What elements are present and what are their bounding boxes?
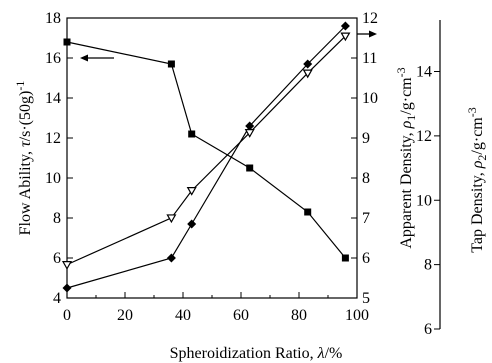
y-right2-tick-label: 10 — [416, 192, 432, 209]
y-left-tick-label: 6 — [53, 250, 61, 267]
y-left-tick-label: 14 — [45, 90, 61, 107]
data-point-diamond — [303, 59, 313, 69]
y-right1-tick-label: 7 — [362, 210, 370, 227]
data-point-square — [246, 164, 254, 172]
data-point-diamond — [340, 21, 350, 31]
y-right1-tick-label: 11 — [362, 50, 377, 67]
x-tick-label: 60 — [233, 307, 249, 324]
plot-area — [66, 17, 358, 299]
y-left-tick-label: 8 — [53, 210, 61, 227]
data-point-triangle — [302, 69, 313, 79]
data-point-diamond — [245, 121, 255, 131]
arrow-left-head — [80, 54, 88, 62]
y-right1-tick-label: 8 — [362, 170, 370, 187]
y-left-tick-label: 16 — [45, 50, 61, 67]
series-layer — [61, 21, 351, 293]
data-point-square — [188, 130, 196, 138]
arrows-layer — [80, 30, 377, 62]
y-left-tick-label: 18 — [45, 10, 61, 27]
data-point-triangle — [186, 186, 197, 196]
data-point-diamond — [166, 253, 176, 263]
data-point-triangle — [340, 32, 351, 42]
y-right1-axis-title: Apparent Density, ρ1/g·cm-3 — [394, 67, 418, 248]
y-left-tick-label: 10 — [45, 170, 61, 187]
data-point-square — [63, 38, 71, 46]
x-axis-title: Spheroidization Ratio, λ/% — [170, 345, 343, 362]
y-right1-tick-label: 10 — [362, 90, 378, 107]
series-line-left — [66, 41, 346, 259]
y-right1-tick-label: 6 — [362, 250, 370, 267]
y-right1-tick-label: 9 — [362, 130, 370, 147]
x-tick-label: 0 — [63, 307, 71, 324]
y-left-tick-label: 4 — [53, 290, 61, 307]
data-point-triangle — [61, 261, 73, 270]
x-tick-label: 100 — [345, 307, 369, 324]
y-right2-tick-label: 14 — [416, 64, 432, 81]
x-tick-label: 80 — [291, 307, 307, 324]
y-right2-axis-title: Tap Density, ρ2/g·cm-3 — [465, 107, 489, 253]
data-point-triangle — [166, 214, 177, 224]
arrow-right-head — [369, 30, 377, 38]
y-left-tick-label: 12 — [45, 130, 61, 147]
data-point-diamond — [62, 283, 72, 293]
data-point-diamond — [187, 219, 197, 229]
data-point-triangle — [244, 129, 255, 138]
series-line-right2 — [66, 35, 346, 266]
y-right2-tick-label: 6 — [424, 321, 432, 338]
y-right2-tick-label: 12 — [416, 128, 432, 145]
data-point-square — [341, 254, 349, 262]
y-left-axis-title: Flow Ability, τ/s·(50g)-1 — [13, 81, 34, 236]
data-point-square — [304, 208, 312, 216]
y-right1-tick-label: 12 — [362, 10, 378, 27]
y-right2-tick-label: 8 — [424, 257, 432, 274]
x-tick-label: 40 — [175, 307, 191, 324]
data-point-square — [167, 60, 175, 68]
plot-frame — [66, 17, 441, 329]
x-tick-label: 20 — [117, 307, 133, 324]
series-line-right1 — [66, 25, 346, 289]
y-right1-tick-label: 5 — [362, 290, 370, 307]
ticks-layer: 0 20 40 60 80 100 4 6 8 10 12 14 16 18 5 6 7 8 9 10 11 12 6 8 10… — [45, 10, 440, 338]
